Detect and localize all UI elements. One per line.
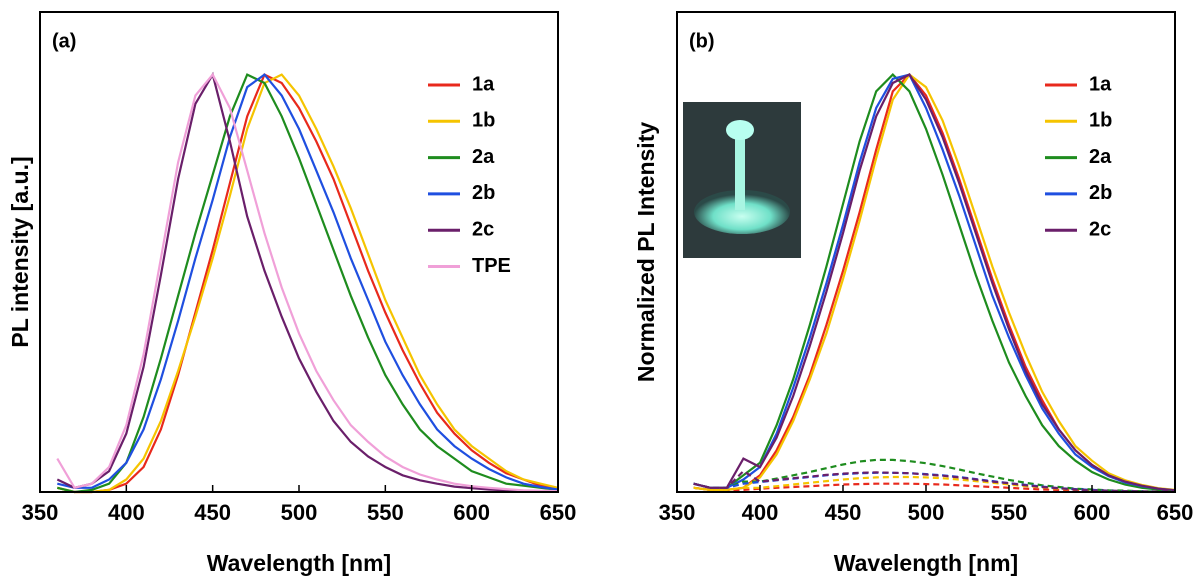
series-line [57,73,559,494]
series-line [57,73,559,494]
x-tick-label: 350 [659,500,696,525]
x-tick-label: 400 [742,500,779,525]
x-tick-label: 550 [991,500,1028,525]
x-tick-label: 600 [1074,500,1111,525]
x-tick-label: 650 [1157,500,1194,525]
panel-label: (b) [689,30,715,52]
legend-label: 1b [472,110,495,132]
series-line [56,71,559,493]
series-line [57,73,559,491]
series-line [693,73,1176,491]
panel-label: (a) [52,30,76,52]
x-tick-label: 500 [281,500,318,525]
x-tick-label: 600 [453,500,490,525]
x-tick-label: 350 [22,500,59,525]
series-line [56,72,559,493]
legend-label: 1a [1089,73,1112,95]
x-axis-label: Wavelength [nm] [207,550,391,576]
series-line [693,469,1175,493]
legend-label: TPE [472,255,511,277]
legend-label: 2a [472,146,495,168]
x-tick-label: 550 [367,500,404,525]
legend-label: 1a [472,73,495,95]
y-axis-label: PL intensity [a.u.] [7,156,33,347]
legend-label: 2b [1089,182,1112,204]
x-tick-label: 400 [108,500,145,525]
series-line [693,73,1176,492]
series-line [693,73,1176,492]
y-axis-label: Normalized PL Intensity [633,122,659,383]
x-axis-label: Wavelength [nm] [834,550,1018,576]
x-tick-label: 450 [825,500,862,525]
x-tick-label: 450 [194,500,231,525]
series-line [57,73,559,494]
x-tick-label: 650 [540,500,577,525]
legend-label: 2c [1089,218,1111,240]
legend-label: 2c [472,218,494,240]
x-tick-label: 500 [908,500,945,525]
series-line [693,73,1176,492]
legend-label: 2b [472,182,495,204]
legend-label: 1b [1089,110,1112,132]
inset-photo [683,102,801,258]
legend-label: 2a [1089,146,1112,168]
